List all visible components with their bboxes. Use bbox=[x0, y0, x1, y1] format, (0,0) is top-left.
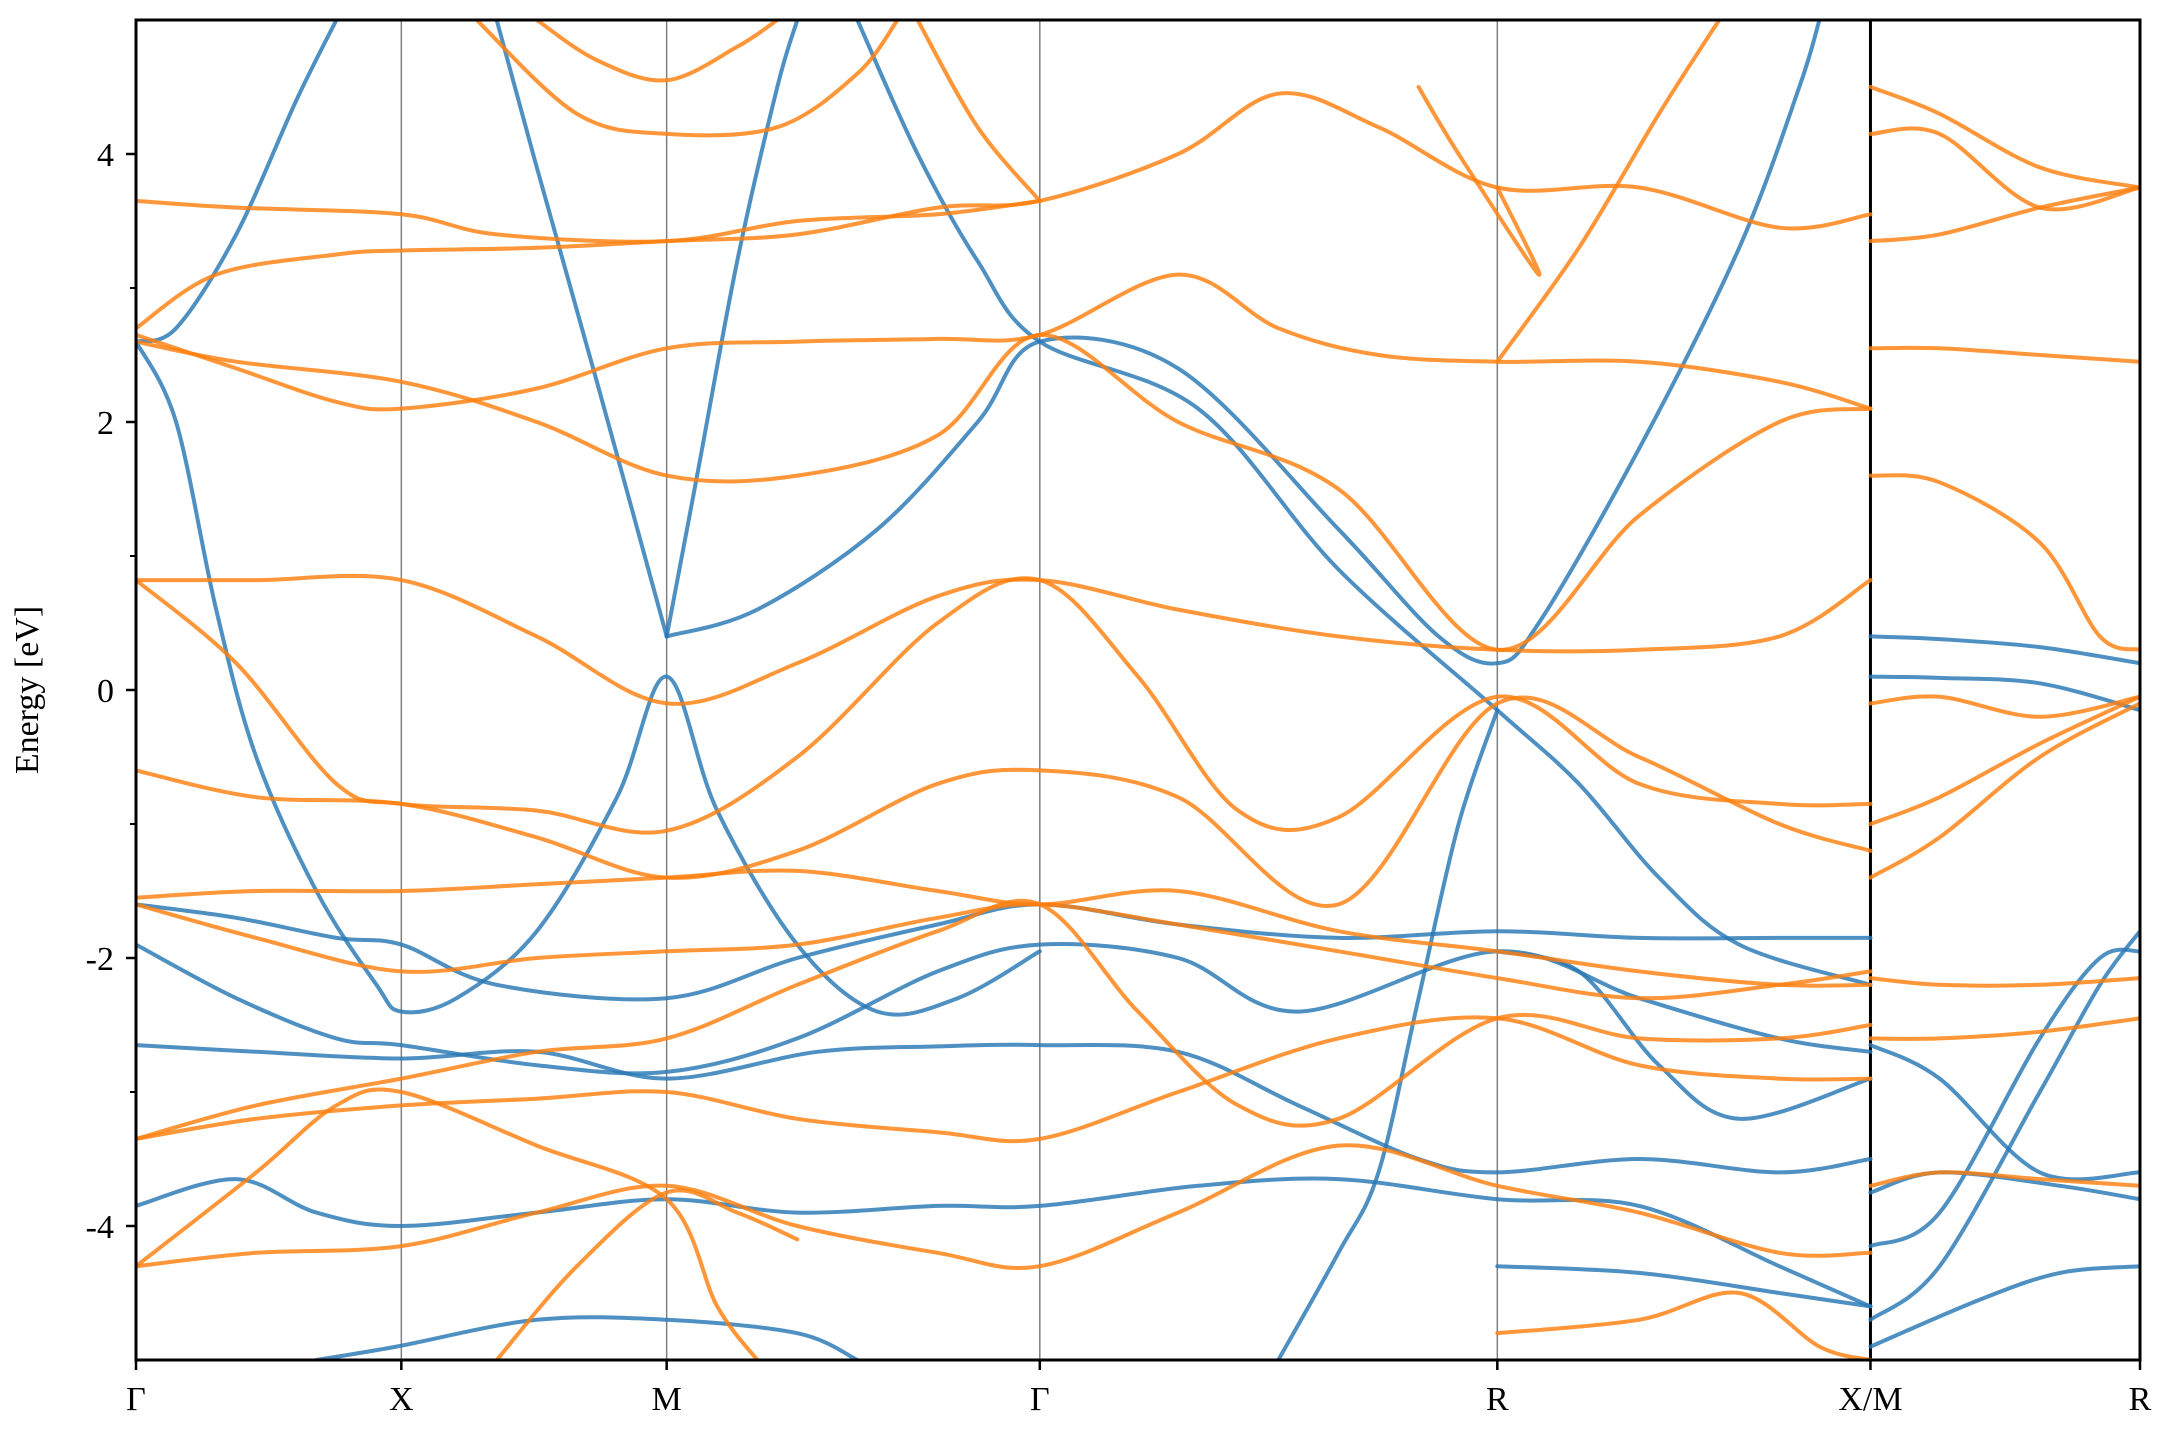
band-line bbox=[1868, 1043, 2140, 1182]
x-tick-label: R bbox=[1486, 1381, 1509, 1418]
band-line bbox=[1868, 126, 2140, 212]
y-tick-label: 0 bbox=[97, 673, 114, 710]
band-line bbox=[136, 898, 1873, 1141]
band-line bbox=[1868, 694, 2140, 826]
band-line bbox=[1868, 85, 2140, 190]
y-axis-label: Energy [eV] bbox=[9, 606, 46, 774]
band-line bbox=[1868, 694, 2140, 719]
band-line bbox=[136, 1143, 1873, 1271]
band-line bbox=[136, 332, 1873, 652]
band-line bbox=[494, 20, 669, 639]
band-line bbox=[136, 868, 1873, 988]
band-line bbox=[1495, 20, 1722, 364]
band-line bbox=[136, 1176, 1873, 1309]
y-tick-label: -4 bbox=[86, 1209, 114, 1246]
band-line bbox=[136, 20, 339, 344]
band-line bbox=[136, 1015, 1873, 1144]
x-tick-label: Γ bbox=[126, 1381, 146, 1418]
band-line bbox=[136, 198, 1042, 244]
band-line bbox=[1416, 85, 1542, 277]
band-line bbox=[534, 20, 780, 83]
x-tick-label: X bbox=[389, 1381, 414, 1418]
band-line bbox=[1868, 345, 2140, 364]
band-line bbox=[1868, 976, 2140, 988]
band-line bbox=[1868, 1016, 2140, 1041]
series-0 bbox=[136, 20, 2140, 1360]
y-tick-label: 2 bbox=[97, 405, 114, 442]
band-line bbox=[1868, 929, 2140, 1322]
band-line bbox=[664, 20, 800, 639]
y-tick-label: 4 bbox=[97, 137, 114, 174]
band-line bbox=[136, 902, 1873, 1002]
kpath-lines bbox=[400, 20, 1872, 1360]
band-line bbox=[136, 695, 1873, 909]
band-line bbox=[136, 339, 1042, 1017]
y-tick-label: -2 bbox=[86, 941, 114, 978]
band-line bbox=[136, 272, 1873, 412]
band-line bbox=[314, 1315, 860, 1360]
band-line bbox=[474, 20, 900, 138]
band-line bbox=[136, 573, 1873, 706]
band-line bbox=[1868, 1170, 2140, 1188]
band-line bbox=[136, 1042, 1873, 1175]
x-tick-label: M bbox=[652, 1381, 682, 1418]
x-tick-label: R bbox=[2129, 1381, 2152, 1418]
x-tick-label: X/M bbox=[1838, 1381, 1902, 1418]
band-line bbox=[136, 942, 1873, 1076]
band-line bbox=[1868, 701, 2140, 880]
x-axis: Γ X M Γ R X/M R bbox=[126, 1360, 2152, 1418]
band-line bbox=[136, 91, 1873, 331]
band-line bbox=[855, 20, 1873, 987]
x-tick-label: Γ bbox=[1030, 1381, 1050, 1418]
band-line bbox=[136, 1087, 760, 1360]
band-lines bbox=[136, 20, 2140, 1360]
band-line bbox=[1495, 1264, 1873, 1309]
band-line bbox=[664, 20, 1822, 666]
band-line bbox=[1868, 947, 2140, 1249]
band-line bbox=[915, 20, 1042, 203]
band-line bbox=[1276, 708, 1500, 1360]
band-line bbox=[1868, 1264, 2140, 1349]
band-line bbox=[494, 1188, 800, 1360]
band-line bbox=[1868, 674, 2140, 713]
band-line bbox=[1868, 634, 2140, 666]
band-line bbox=[1495, 1290, 1873, 1360]
series-1 bbox=[136, 20, 2140, 1360]
band-line bbox=[1868, 473, 2140, 652]
band-line bbox=[1868, 185, 2140, 244]
y-axis: 4 2 0 -2 -4 bbox=[86, 137, 136, 1246]
